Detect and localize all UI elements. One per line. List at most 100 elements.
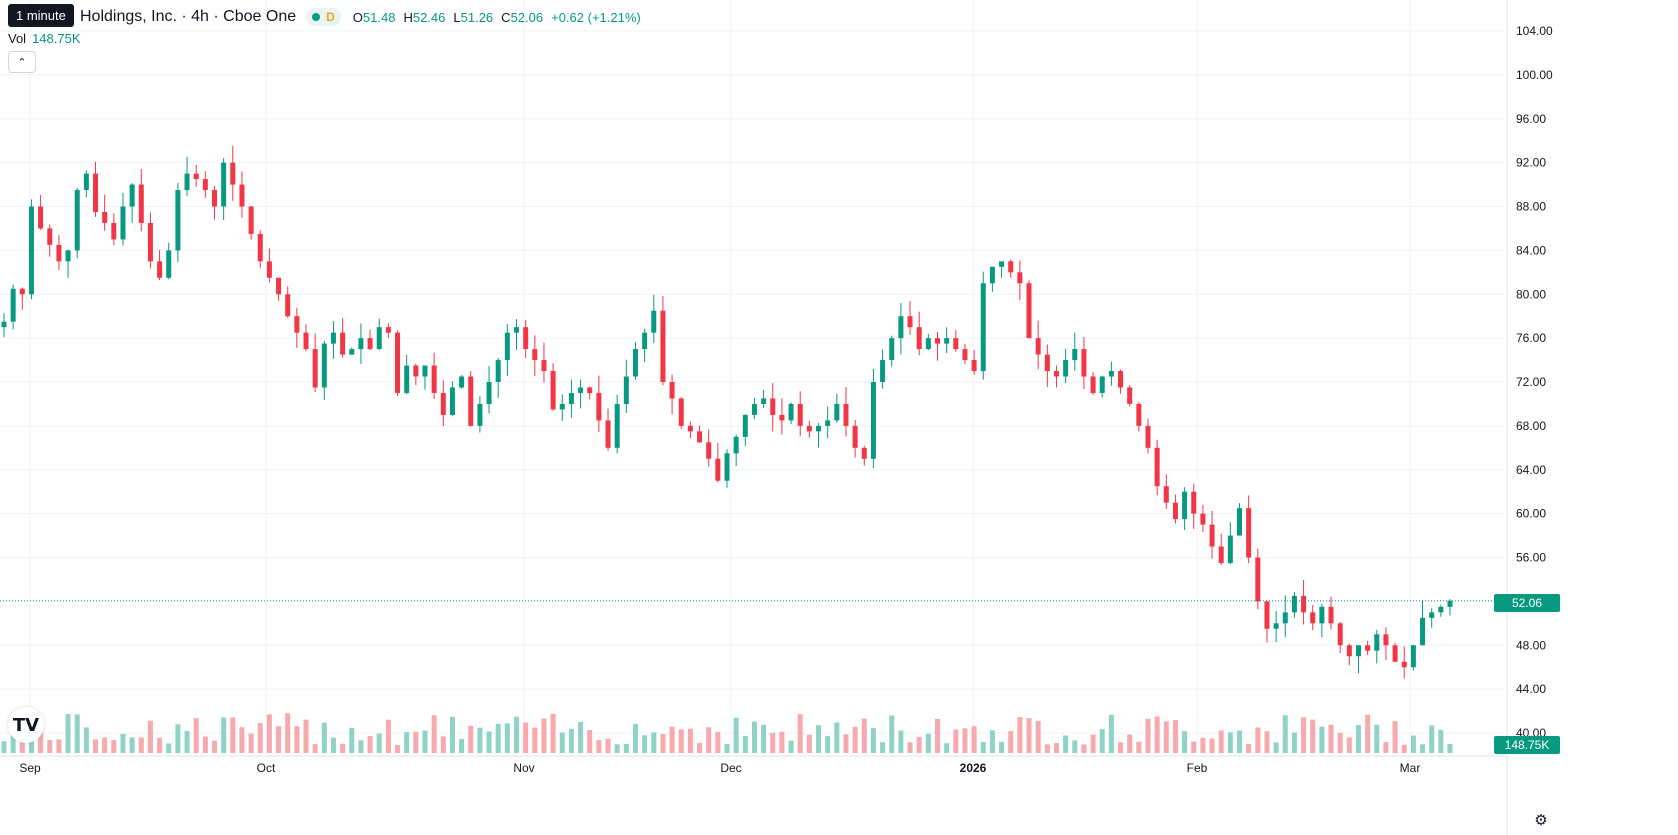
candle-body [477, 403, 483, 426]
volume-bar [1273, 742, 1279, 753]
candle-body [47, 228, 53, 245]
volume-bar [642, 735, 648, 753]
open-label: O [352, 9, 363, 25]
candle-body [880, 360, 886, 382]
candle-body [1035, 338, 1041, 355]
candle-body [788, 403, 794, 421]
candle-body [129, 184, 135, 207]
candle-body [596, 392, 602, 421]
volume-bar [898, 730, 904, 753]
candle-body [294, 316, 300, 333]
candle-body [1154, 447, 1160, 487]
candle-body [733, 436, 739, 454]
volume-bar [669, 726, 675, 753]
candle-body [1053, 371, 1059, 377]
volume-bar [687, 728, 693, 753]
volume-bar [1163, 721, 1169, 753]
low-value: 51.26 [460, 9, 494, 25]
volume-bar [202, 736, 208, 753]
candle-body [934, 338, 940, 344]
volume-bar [1319, 726, 1325, 753]
symbol-title[interactable]: Holdings, Inc. · 4h · Cboe One [80, 8, 297, 25]
candle-body [532, 349, 538, 361]
volume-bar [852, 726, 858, 753]
candle-body [19, 288, 25, 295]
volume-bar [157, 737, 163, 753]
candle-body [330, 332, 336, 344]
time-tick-label: Mar [1400, 761, 1421, 775]
candle-body [111, 222, 117, 240]
price-tick-label: 68.00 [1516, 419, 1546, 433]
candle-body [1044, 354, 1050, 372]
candle-body [1063, 360, 1069, 377]
last-volume-tag: 148.75K [1494, 736, 1560, 754]
candle-body [614, 403, 620, 448]
candle-body [541, 360, 547, 372]
time-tick-label: Dec [720, 761, 741, 775]
volume-bar [65, 713, 71, 753]
volume-bar [1008, 731, 1014, 753]
low-label: L [453, 9, 461, 25]
settings-icon[interactable]: ⚙ [1534, 812, 1548, 829]
candle-body [1200, 513, 1206, 525]
candle-body [1191, 491, 1197, 514]
candle-body [980, 283, 986, 372]
candle-body [623, 376, 629, 404]
volume-bar [971, 726, 977, 753]
volume-bar [1346, 737, 1352, 753]
candle-body [1090, 376, 1096, 393]
volume-bar [1081, 744, 1087, 753]
ohlc-values: O51.48 H52.46 L51.26 C52.06 +0.62 (+1.21… [353, 10, 641, 25]
volume-bar [1172, 719, 1178, 753]
volume-bar [953, 729, 959, 753]
volume-bar [294, 726, 300, 753]
candle-body [83, 173, 89, 191]
volume-bar [751, 721, 757, 753]
volume-bar [514, 716, 520, 753]
candle-body [751, 403, 757, 415]
volume-bar [431, 715, 437, 753]
candle-body [385, 327, 391, 333]
volume-bar [276, 726, 282, 753]
candle-body [321, 343, 327, 388]
candle-body [678, 398, 684, 426]
candle-body [697, 431, 703, 443]
candle-body [440, 392, 446, 415]
volume-bar [56, 739, 62, 753]
candle-body [687, 425, 693, 432]
volume-bar [376, 733, 382, 753]
volume-bar [504, 723, 510, 753]
candle-body [1401, 661, 1407, 668]
volume-bar [1099, 729, 1105, 753]
volume-bar [1227, 732, 1233, 753]
market-status[interactable]: D [306, 8, 341, 26]
candle-body [944, 338, 950, 344]
volume-bar [129, 737, 135, 753]
close-value: 52.06 [510, 9, 544, 25]
volume-bar [340, 743, 346, 753]
candle-body [550, 371, 556, 410]
candle-body [303, 332, 309, 350]
candle-body [834, 403, 840, 421]
candle-body [74, 190, 80, 251]
time-axis[interactable]: Sep Oct Nov Dec 2026 Feb Mar [19, 761, 1420, 775]
volume-bar [1218, 730, 1224, 753]
candle-body [870, 382, 876, 459]
volume-bar [230, 717, 236, 753]
price-axis[interactable]: 104.00 100.00 96.00 92.00 88.00 84.00 80.00 76.… [1516, 24, 1553, 740]
candle-body [367, 338, 373, 350]
collapse-legend-button[interactable]: ⌃ [8, 51, 36, 73]
volume-bar [825, 736, 831, 753]
volume-bar [1118, 742, 1124, 753]
volume-bar [1264, 731, 1270, 753]
price-tick-label: 76.00 [1516, 331, 1546, 345]
candle-body [1136, 403, 1142, 426]
tradingview-logo-icon[interactable]: TV [8, 707, 44, 743]
volume-bar [74, 714, 80, 753]
candle-body [230, 162, 236, 185]
volume-legend: Vol 148.75K [8, 31, 81, 46]
candle-body [468, 376, 474, 426]
volume-bar [221, 717, 227, 753]
volume-bar [1072, 740, 1078, 753]
